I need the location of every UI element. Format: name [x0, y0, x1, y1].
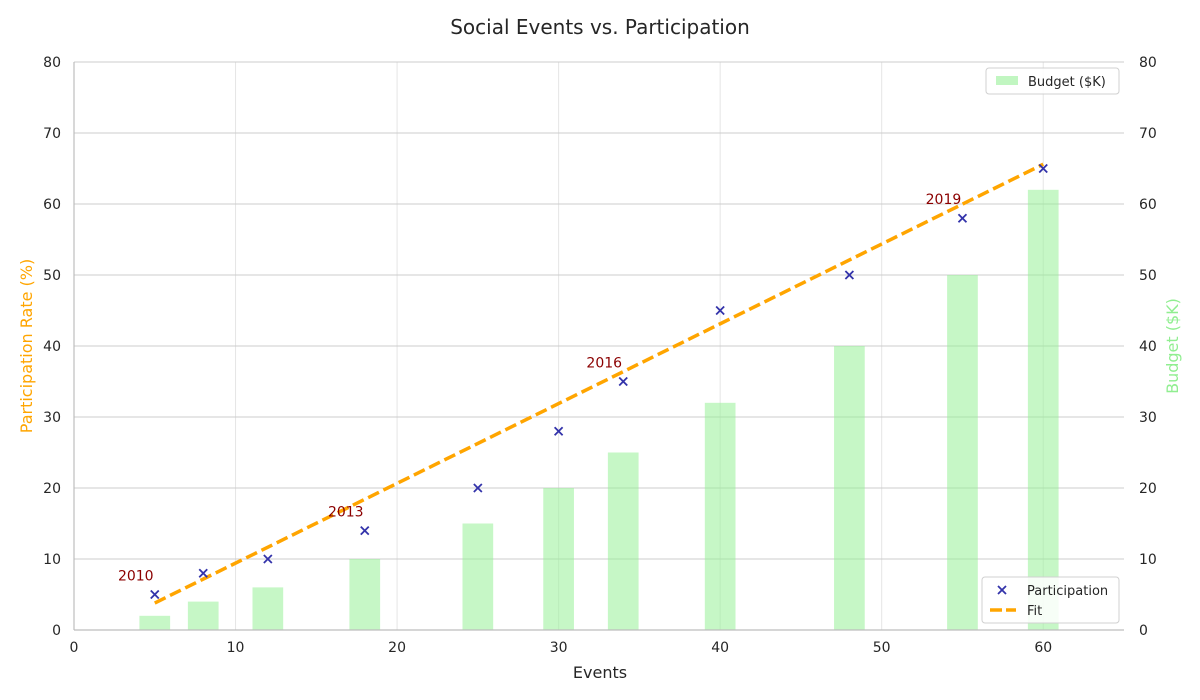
year-annotation: 2013	[328, 505, 364, 521]
y-tick-label-right: 60	[1139, 197, 1157, 213]
y-tick-label-left: 10	[43, 552, 61, 568]
legend-label-fit: Fit	[1027, 604, 1042, 619]
legend-participation-fit: Participation Fit	[982, 577, 1119, 623]
chart-title: Social Events vs. Participation	[450, 15, 750, 39]
legend-label-participation: Participation	[1027, 584, 1108, 599]
x-tick-label: 0	[70, 640, 79, 656]
legend-budget: Budget ($K)	[986, 68, 1119, 94]
x-axis-label: Events	[573, 663, 627, 682]
y-tick-label-left: 40	[43, 339, 61, 355]
x-tick-label: 50	[873, 640, 891, 656]
year-annotation: 2019	[926, 192, 962, 208]
y-tick-label-left: 80	[43, 55, 61, 71]
y-tick-label-right: 40	[1139, 339, 1157, 355]
budget-bar	[705, 403, 736, 630]
x-tick-label: 60	[1034, 640, 1052, 656]
y-tick-label-left: 70	[43, 126, 61, 142]
participation-point	[199, 569, 207, 577]
budget-bar	[349, 559, 380, 630]
budget-bar	[139, 616, 170, 630]
x-tick-label: 30	[550, 640, 568, 656]
legend-swatch-budget	[996, 76, 1018, 85]
y-tick-label-right: 0	[1139, 623, 1148, 639]
y-tick-label-right: 10	[1139, 552, 1157, 568]
fit-line	[155, 164, 1043, 603]
y-tick-label-right: 20	[1139, 481, 1157, 497]
y-tick-label-left: 30	[43, 410, 61, 426]
budget-bar	[834, 346, 865, 630]
budget-bar	[188, 602, 219, 630]
participation-point	[151, 591, 159, 599]
budget-bars	[139, 190, 1058, 630]
budget-bar	[463, 524, 494, 631]
y-tick-label-right: 70	[1139, 126, 1157, 142]
budget-bar	[253, 587, 284, 630]
y-axis-label-left: Participation Rate (%)	[17, 259, 36, 433]
x-tick-label: 10	[227, 640, 245, 656]
budget-bar	[543, 488, 574, 630]
participation-point	[361, 527, 369, 535]
y-tick-label-right: 80	[1139, 55, 1157, 71]
legend-label-budget: Budget ($K)	[1028, 75, 1106, 90]
participation-point	[619, 378, 627, 386]
y-tick-label-right: 50	[1139, 268, 1157, 284]
year-annotation: 2010	[118, 569, 154, 585]
budget-bar	[947, 275, 978, 630]
y-tick-label-left: 50	[43, 268, 61, 284]
fit-line-path	[155, 164, 1043, 603]
y-tick-label-left: 20	[43, 481, 61, 497]
x-tick-label: 20	[388, 640, 406, 656]
participation-point	[958, 214, 966, 222]
y-tick-label-left: 0	[52, 623, 61, 639]
x-tick-label: 40	[711, 640, 729, 656]
y-tick-label-left: 60	[43, 197, 61, 213]
budget-bar	[608, 453, 639, 631]
year-annotation: 2016	[586, 356, 622, 372]
budget-bar	[1028, 190, 1059, 630]
y-tick-label-right: 30	[1139, 410, 1157, 426]
y-axis-label-right: Budget ($K)	[1163, 298, 1182, 394]
